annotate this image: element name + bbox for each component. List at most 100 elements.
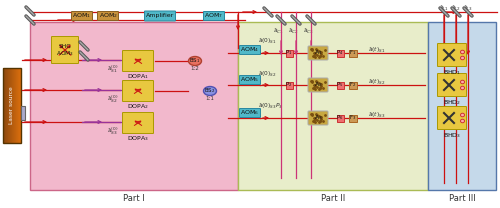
Ellipse shape xyxy=(460,50,464,54)
Bar xyxy=(336,50,344,57)
Bar xyxy=(4,68,5,143)
Text: $\hat{a}(t)_{S2}$: $\hat{a}(t)_{S2}$ xyxy=(368,77,386,87)
Text: $\hat{a}_{L3}$: $\hat{a}_{L3}$ xyxy=(463,3,473,13)
Text: $\hat{a}^{(0)}_{S1}$: $\hat{a}^{(0)}_{S1}$ xyxy=(107,63,118,75)
Text: BHD$_3$: BHD$_3$ xyxy=(443,131,461,140)
Bar xyxy=(8,68,9,143)
Text: P$_5$: P$_5$ xyxy=(336,80,344,89)
Text: DOPA$_3$: DOPA$_3$ xyxy=(127,135,149,143)
Bar xyxy=(16,68,17,143)
Text: $\hat{a}_{L1}$: $\hat{a}_{L1}$ xyxy=(439,3,449,13)
Text: BS$_2$: BS$_2$ xyxy=(204,87,216,95)
Bar xyxy=(336,114,344,121)
Bar xyxy=(5,68,6,143)
Bar xyxy=(10,68,11,143)
Bar xyxy=(13,68,14,143)
Text: 1:2: 1:2 xyxy=(190,66,200,71)
Text: A$_2$: A$_2$ xyxy=(314,80,322,89)
Text: $\hat{a}(0)_{S2}$: $\hat{a}(0)_{S2}$ xyxy=(258,69,277,79)
Bar xyxy=(18,68,19,143)
Text: P$_6$: P$_6$ xyxy=(336,114,344,123)
FancyBboxPatch shape xyxy=(308,111,328,125)
Text: Part III: Part III xyxy=(448,194,475,203)
FancyBboxPatch shape xyxy=(438,43,466,67)
Text: SHG: SHG xyxy=(58,43,71,48)
Text: AOM$_7$: AOM$_7$ xyxy=(204,12,224,20)
Bar xyxy=(21,106,25,120)
FancyBboxPatch shape xyxy=(308,78,328,92)
FancyBboxPatch shape xyxy=(122,113,154,134)
FancyBboxPatch shape xyxy=(308,46,328,60)
Bar xyxy=(349,82,357,88)
FancyBboxPatch shape xyxy=(144,11,176,21)
Text: $\hat{a}^{(0)}_{S3}$: $\hat{a}^{(0)}_{S3}$ xyxy=(107,125,118,137)
Text: Part II: Part II xyxy=(321,194,345,203)
Text: $\hat{a}_{C1}$: $\hat{a}_{C1}$ xyxy=(272,26,283,36)
Bar xyxy=(7,68,8,143)
FancyBboxPatch shape xyxy=(240,76,260,84)
Text: AOM$_6$: AOM$_6$ xyxy=(240,109,260,118)
Ellipse shape xyxy=(460,56,464,60)
Text: BHD$_2$: BHD$_2$ xyxy=(443,98,461,107)
Text: AOM$_5$: AOM$_5$ xyxy=(240,76,260,84)
FancyBboxPatch shape xyxy=(52,36,78,63)
FancyBboxPatch shape xyxy=(240,109,260,118)
Bar xyxy=(20,68,21,143)
Text: A$_3$: A$_3$ xyxy=(314,114,322,123)
Text: Laser source: Laser source xyxy=(10,86,14,124)
Bar xyxy=(286,50,292,57)
Text: $\hat{a}(0)_{S1}$: $\hat{a}(0)_{S1}$ xyxy=(258,36,277,46)
Bar xyxy=(9,68,10,143)
Text: F$_2$: F$_2$ xyxy=(350,80,356,89)
Text: P$_1$: P$_1$ xyxy=(286,48,292,57)
FancyBboxPatch shape xyxy=(122,80,154,102)
Ellipse shape xyxy=(460,113,464,117)
Text: A$_1$: A$_1$ xyxy=(314,48,322,57)
Text: $\hat{a}(0)_{S3}P_3$: $\hat{a}(0)_{S3}P_3$ xyxy=(258,101,283,111)
FancyBboxPatch shape xyxy=(438,73,466,97)
Text: $\hat{a}_{L2}$: $\hat{a}_{L2}$ xyxy=(451,3,461,13)
Bar xyxy=(30,22,238,190)
Text: AOM$_4$: AOM$_4$ xyxy=(240,46,260,54)
Text: P$_2$: P$_2$ xyxy=(286,80,292,89)
Bar xyxy=(17,68,18,143)
Bar xyxy=(3,68,4,143)
Text: $\hat{a}(t)_{S1}$: $\hat{a}(t)_{S1}$ xyxy=(368,45,386,55)
FancyBboxPatch shape xyxy=(72,11,92,21)
Text: BHD$_1$: BHD$_1$ xyxy=(443,68,461,77)
Text: DOPA$_2$: DOPA$_2$ xyxy=(127,103,149,111)
Text: F$_1$: F$_1$ xyxy=(350,48,356,57)
FancyBboxPatch shape xyxy=(240,46,260,54)
Text: Amplifier: Amplifier xyxy=(146,14,174,19)
Bar xyxy=(14,68,15,143)
Bar xyxy=(12,68,13,143)
Text: $\hat{a}_{C3}$: $\hat{a}_{C3}$ xyxy=(302,26,314,36)
Text: AOM$_1$: AOM$_1$ xyxy=(72,12,92,20)
Ellipse shape xyxy=(460,86,464,90)
FancyBboxPatch shape xyxy=(98,11,118,21)
Text: $\hat{a}_{C2}$: $\hat{a}_{C2}$ xyxy=(288,26,298,36)
Bar xyxy=(6,68,7,143)
Text: 1:1: 1:1 xyxy=(206,95,214,100)
Bar xyxy=(11,68,12,143)
Bar xyxy=(336,82,344,88)
Text: $\hat{a}(t)_{S3}$: $\hat{a}(t)_{S3}$ xyxy=(368,110,386,120)
Bar xyxy=(349,50,357,57)
Text: Part I: Part I xyxy=(123,194,145,203)
Text: AOM$_2$: AOM$_2$ xyxy=(98,12,117,20)
Bar xyxy=(286,82,292,88)
FancyBboxPatch shape xyxy=(438,106,466,130)
Bar xyxy=(238,22,428,190)
FancyBboxPatch shape xyxy=(122,51,154,72)
Bar xyxy=(19,68,20,143)
Text: AOM$_3$: AOM$_3$ xyxy=(56,50,74,58)
Bar xyxy=(3,68,21,143)
Text: P$_4$: P$_4$ xyxy=(336,48,344,57)
Text: BS$_1$: BS$_1$ xyxy=(190,57,200,66)
Text: DOPA$_1$: DOPA$_1$ xyxy=(127,73,149,81)
Text: $\hat{a}^{(0)}_{S2}$: $\hat{a}^{(0)}_{S2}$ xyxy=(107,93,118,105)
Ellipse shape xyxy=(460,80,464,84)
Ellipse shape xyxy=(460,119,464,123)
FancyBboxPatch shape xyxy=(204,11,225,21)
Text: F$_3$: F$_3$ xyxy=(350,114,356,123)
